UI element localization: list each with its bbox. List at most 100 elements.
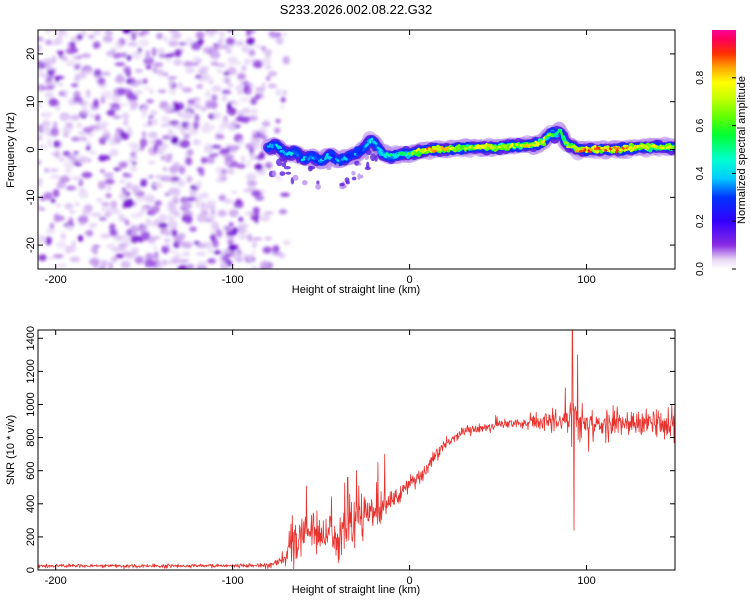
noise-blob bbox=[235, 40, 244, 46]
noise-blob bbox=[114, 40, 124, 50]
snr-x-tick-label: -200 bbox=[45, 575, 67, 587]
colorbar-tick-label: 0.2 bbox=[695, 214, 706, 228]
noise-blob bbox=[208, 80, 214, 84]
noise-blob bbox=[192, 97, 201, 102]
noise-blob bbox=[258, 126, 268, 135]
noise-blob bbox=[40, 126, 51, 130]
noise-blob bbox=[160, 175, 171, 182]
noise-blob bbox=[275, 118, 281, 124]
noise-blob bbox=[105, 193, 112, 199]
ridge-side-blob bbox=[315, 183, 321, 190]
noise-blob bbox=[278, 209, 288, 215]
noise-blob bbox=[208, 153, 219, 157]
noise-blob bbox=[170, 136, 179, 145]
snr-series-line bbox=[38, 330, 675, 570]
noise-blob bbox=[141, 131, 147, 139]
noise-blob bbox=[261, 82, 266, 88]
noise-blob bbox=[280, 192, 290, 197]
snr-y-tick-label: 1400 bbox=[25, 326, 37, 350]
noise-blob bbox=[45, 228, 56, 235]
noise-blob bbox=[211, 94, 218, 102]
spectrogram-y-tick-label: 0 bbox=[25, 146, 37, 152]
noise-blob bbox=[80, 136, 88, 142]
noise-blob bbox=[176, 179, 186, 187]
spectrogram-y-axis-label: Frequency (Hz) bbox=[5, 112, 17, 188]
snr-x-tick-label: 0 bbox=[407, 575, 413, 587]
noise-blob bbox=[115, 253, 125, 259]
noise-blob bbox=[148, 175, 154, 179]
noise-blob bbox=[104, 212, 109, 217]
noise-blob bbox=[143, 86, 151, 90]
ridge-segment bbox=[419, 148, 425, 153]
ridge-segment bbox=[372, 140, 378, 145]
noise-blob bbox=[131, 184, 139, 194]
noise-blob bbox=[135, 193, 146, 202]
noise-blob bbox=[131, 156, 139, 161]
noise-blob bbox=[263, 211, 274, 215]
noise-blob bbox=[193, 121, 199, 130]
noise-blob bbox=[204, 76, 213, 81]
noise-blob bbox=[118, 161, 128, 169]
noise-blob bbox=[167, 76, 177, 80]
spectrogram-y-tick-label: -10 bbox=[25, 189, 37, 205]
ridge-side-blob bbox=[285, 171, 292, 175]
ridge-segment bbox=[483, 142, 488, 148]
noise-blob bbox=[44, 91, 54, 99]
noise-blob bbox=[131, 50, 142, 60]
noise-blob bbox=[203, 241, 212, 249]
noise-blob bbox=[264, 236, 272, 241]
noise-blob bbox=[152, 245, 159, 250]
noise-blob bbox=[168, 87, 177, 95]
noise-blob bbox=[46, 138, 52, 148]
noise-blob bbox=[193, 241, 201, 245]
ridge-side-blob bbox=[296, 156, 300, 164]
noise-blob bbox=[209, 51, 221, 60]
noise-blob bbox=[67, 41, 75, 49]
noise-blob bbox=[102, 128, 108, 136]
noise-blob bbox=[65, 167, 72, 175]
ridge-segment bbox=[572, 144, 578, 151]
noise-blob bbox=[253, 146, 261, 150]
noise-blob bbox=[216, 229, 223, 238]
noise-blob bbox=[50, 174, 60, 179]
noise-blob bbox=[48, 168, 59, 172]
noise-blob bbox=[236, 226, 245, 233]
noise-blob bbox=[246, 180, 258, 186]
noise-blob bbox=[272, 245, 280, 253]
noise-blob bbox=[102, 35, 113, 43]
noise-blob bbox=[71, 159, 80, 164]
noise-blob bbox=[186, 264, 195, 269]
noise-blob bbox=[89, 113, 95, 119]
noise-blob bbox=[145, 66, 153, 69]
noise-blob bbox=[109, 231, 117, 236]
noise-blob bbox=[174, 49, 182, 58]
noise-blob bbox=[241, 107, 251, 114]
noise-blob bbox=[183, 60, 194, 67]
ridge-side-blob bbox=[344, 177, 350, 183]
noise-blob bbox=[182, 87, 193, 93]
noise-blob bbox=[133, 90, 143, 96]
noise-blob bbox=[148, 131, 158, 139]
noise-blob bbox=[58, 156, 65, 162]
noise-blob bbox=[163, 229, 174, 237]
noise-blob bbox=[145, 217, 151, 227]
noise-blob bbox=[97, 180, 106, 190]
ridge-side-blob bbox=[281, 162, 287, 168]
noise-blob bbox=[252, 241, 257, 249]
noise-blob bbox=[263, 118, 270, 126]
noise-blob bbox=[45, 39, 52, 46]
noise-blob bbox=[113, 132, 122, 141]
spectrogram-x-ticks: -200 -100 0 100 bbox=[45, 30, 596, 286]
noise-blob bbox=[103, 30, 110, 35]
noise-blob bbox=[280, 105, 285, 109]
noise-blob bbox=[247, 160, 251, 167]
noise-blob bbox=[247, 233, 253, 242]
noise-blob bbox=[192, 62, 200, 66]
noise-blob bbox=[123, 198, 135, 208]
noise-blob bbox=[39, 144, 45, 149]
noise-blob bbox=[125, 181, 133, 190]
ridge-side-blob bbox=[335, 163, 339, 168]
noise-blob bbox=[47, 85, 55, 90]
noise-blob bbox=[186, 175, 193, 184]
noise-blob bbox=[142, 78, 148, 85]
